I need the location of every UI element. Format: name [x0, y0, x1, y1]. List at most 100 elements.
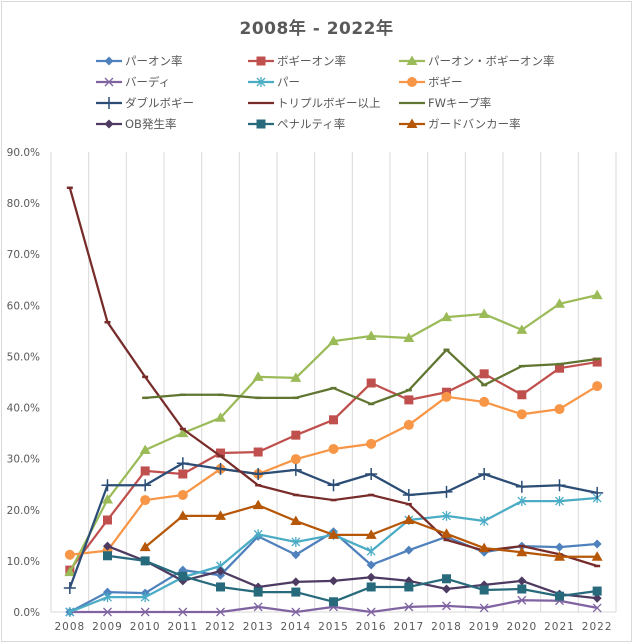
data-point — [216, 566, 225, 576]
data-point — [327, 479, 340, 492]
data-point — [104, 119, 114, 129]
data-point — [442, 510, 451, 521]
data-point — [103, 515, 112, 525]
data-point — [139, 479, 152, 492]
data-point — [64, 566, 76, 577]
series-7 — [63, 457, 604, 594]
data-point — [404, 582, 414, 592]
y-tick-label: 0.0% — [13, 607, 40, 619]
data-point — [366, 572, 376, 582]
y-tick-label: 40.0% — [7, 403, 40, 415]
legend-label: OB発生率 — [125, 117, 177, 131]
x-tick-label: 2010 — [130, 621, 161, 633]
data-point — [256, 56, 266, 66]
data-point — [103, 551, 112, 561]
data-point — [403, 419, 414, 430]
y-tick-label: 10.0% — [7, 556, 40, 568]
data-point — [253, 587, 263, 597]
data-point — [103, 607, 112, 617]
data-point — [102, 494, 113, 504]
series-9 — [142, 348, 601, 406]
data-point — [329, 415, 338, 425]
data-point — [140, 466, 150, 476]
data-point — [592, 357, 602, 367]
x-tick-label: 2009 — [92, 621, 123, 633]
x-tick-label: 2017 — [393, 621, 424, 633]
data-point — [291, 577, 301, 587]
data-point — [365, 529, 377, 539]
data-point — [406, 55, 418, 65]
data-point — [329, 576, 338, 586]
data-point — [140, 495, 151, 506]
data-point — [554, 404, 565, 415]
data-point — [178, 469, 188, 479]
series-layer — [63, 186, 604, 617]
data-point — [592, 586, 602, 596]
data-point — [404, 602, 414, 612]
x-tick-label: 2012 — [205, 621, 236, 633]
legend-label: ボギー — [428, 75, 463, 89]
data-point — [216, 582, 225, 592]
data-point — [252, 499, 264, 510]
data-point — [290, 372, 302, 382]
data-point — [555, 363, 564, 373]
y-tick-label: 80.0% — [7, 198, 40, 210]
legend-swatch — [399, 55, 425, 65]
data-point — [406, 118, 418, 128]
legend-item: バーディ — [95, 73, 170, 91]
legend-label: パーオン率 — [125, 54, 183, 68]
data-point — [64, 549, 75, 560]
data-point — [328, 335, 339, 346]
x-tick-label: 2020 — [506, 621, 537, 633]
data-point — [365, 468, 378, 480]
data-point — [592, 539, 602, 549]
data-point — [517, 595, 527, 605]
legend-label: ペナルティ率 — [277, 117, 346, 131]
data-point — [554, 551, 565, 561]
series-line — [107, 554, 598, 603]
legend-label: トリプルボギー以上 — [277, 96, 381, 110]
data-point — [553, 479, 566, 492]
y-tick-label: 90.0% — [7, 147, 40, 159]
data-point — [104, 56, 114, 66]
data-point — [407, 77, 417, 87]
data-point — [404, 545, 414, 555]
data-point — [441, 528, 452, 538]
data-point — [479, 516, 489, 527]
x-tick-label: 2019 — [469, 621, 500, 633]
x-tick-label: 2008 — [54, 621, 85, 633]
data-point — [404, 395, 414, 405]
data-point — [402, 488, 415, 501]
data-point — [365, 330, 377, 340]
data-point — [215, 510, 226, 520]
data-point — [366, 560, 376, 570]
x-tick-label: 2022 — [582, 621, 613, 633]
data-point — [140, 607, 150, 617]
data-point — [440, 485, 453, 498]
data-point — [139, 444, 151, 454]
legend-label: パー — [277, 75, 300, 89]
x-tick-label: 2015 — [318, 621, 349, 633]
data-point — [516, 409, 527, 420]
legend-item: トリプルボギー以上 — [247, 94, 381, 112]
legend-label: FWキープ率 — [428, 96, 492, 110]
series-3 — [64, 289, 603, 577]
y-tick-label: 50.0% — [7, 351, 40, 363]
data-point — [517, 576, 527, 586]
data-point — [289, 463, 302, 476]
data-point — [256, 119, 266, 129]
data-point — [177, 427, 189, 438]
data-point — [103, 592, 112, 603]
data-point — [176, 457, 189, 470]
data-point — [328, 443, 339, 454]
data-point — [104, 77, 114, 87]
data-point — [554, 298, 565, 308]
data-point — [178, 571, 188, 581]
legend-item: OB発生率 — [95, 115, 176, 133]
legend-swatch — [248, 119, 274, 129]
y-tick-label: 20.0% — [7, 505, 40, 517]
data-point — [291, 536, 301, 547]
chart-title: 2008年 - 2022年 — [239, 19, 394, 39]
data-point — [103, 541, 112, 551]
data-point — [63, 581, 76, 594]
